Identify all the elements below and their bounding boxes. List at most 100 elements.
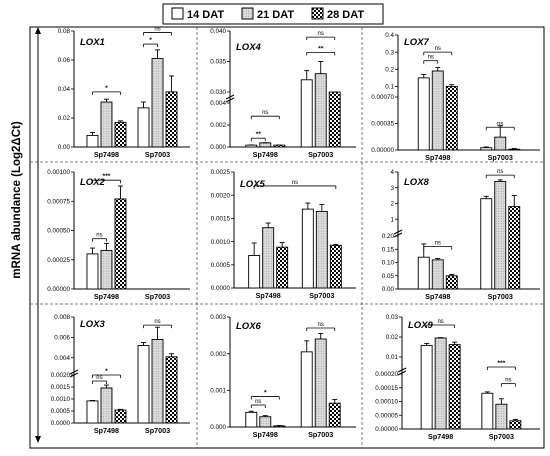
x-category-label: Sp7498 xyxy=(94,426,119,435)
y-tick-label: 0.0020 xyxy=(211,192,231,199)
y-tick-label: 0.004 xyxy=(54,355,70,362)
panel-lox5: 0.0000 0.0005 0.0010 0.0015 0.0020 0.0025 LOX5… xyxy=(211,169,356,300)
y-tick-label: 0.00075 xyxy=(47,198,70,205)
panel-lox8: 0.00 0.05 0.10 0.15 0.20 1 2 3 4 LOX8 Sp7498 Sp7003… xyxy=(382,169,540,301)
y-tick-label: 0.01 xyxy=(386,354,399,361)
significance-label: ns xyxy=(154,319,160,325)
y-tick-label: 0.0000 xyxy=(211,285,231,292)
bar-21-dat xyxy=(495,403,508,430)
y-tick-label: 0.0005 xyxy=(51,408,71,415)
panel-title: LOX8 xyxy=(404,177,430,188)
bar-28-dat xyxy=(508,206,521,290)
bar-21-dat xyxy=(431,259,444,290)
y-tick-label: 0.0015 xyxy=(51,384,71,391)
bar-28-dat xyxy=(448,344,461,430)
significance-label: ns xyxy=(96,375,102,381)
y-tick-label: 0.000 xyxy=(210,424,226,431)
x-category-label: Sp7498 xyxy=(94,150,119,159)
y-tick-label: 0.0010 xyxy=(211,239,231,246)
y-tick-label: 0.006 xyxy=(54,335,70,342)
y-tick-label: 0.00035 xyxy=(371,121,394,128)
bar-14-dat xyxy=(86,134,99,148)
y-tick-label: 0.00000 xyxy=(47,286,70,293)
significance-label: ns xyxy=(497,169,503,175)
significance-label: *** xyxy=(103,173,111,180)
bar-21-dat xyxy=(494,136,507,151)
bar-14-dat xyxy=(300,351,313,428)
significance-label: ns xyxy=(255,399,261,405)
bar-28-dat xyxy=(445,275,458,290)
bar-14-dat xyxy=(301,208,314,289)
x-category-label: Sp7003 xyxy=(145,150,170,159)
x-category-label: Sp7003 xyxy=(308,430,333,439)
axis-break xyxy=(225,94,235,100)
y-tick-label: 0.002 xyxy=(210,351,226,358)
bar-21-dat xyxy=(100,387,113,424)
bar-14-dat xyxy=(137,107,150,148)
y-tick-label: 0.20 xyxy=(382,233,395,240)
x-category-label: Sp7003 xyxy=(308,150,333,159)
x-category-label: Sp7498 xyxy=(425,292,450,301)
y-tick-label: 0.08 xyxy=(58,28,71,35)
y-tick-label: 0.0015 xyxy=(211,216,231,223)
significance-label: ns xyxy=(96,233,102,239)
x-category-label: Sp7498 xyxy=(256,291,281,300)
panel-title: LOX6 xyxy=(236,321,262,332)
y-tick-label: 0.02 xyxy=(386,334,399,341)
bar-21-dat xyxy=(151,338,164,424)
bar-21-dat xyxy=(151,58,164,148)
y-tick-label: 0.030 xyxy=(210,89,226,96)
y-tick-label: 0.00020 xyxy=(375,371,398,378)
y-tick-label: 3 xyxy=(390,185,394,192)
x-category-label: Sp7498 xyxy=(94,292,119,301)
y-tick-label: 1 xyxy=(390,216,394,223)
bar-14-dat xyxy=(481,392,494,430)
y-tick-label: 0.001 xyxy=(210,388,226,395)
bar-28-dat xyxy=(445,85,458,151)
y-tick-label: 0.004 xyxy=(210,100,226,107)
y-tick-label: 0.00010 xyxy=(375,399,398,406)
bar-21-dat xyxy=(259,416,272,428)
axis-break xyxy=(69,369,79,375)
y-tick-label: 0.00070 xyxy=(371,94,394,101)
bar-28-dat xyxy=(114,409,127,424)
bar-28-dat xyxy=(509,420,522,430)
bar-21-dat xyxy=(262,227,275,289)
significance-label: ns xyxy=(428,55,434,61)
significance-label: ns xyxy=(437,319,443,325)
legend-box xyxy=(162,3,384,25)
bar-21-dat xyxy=(100,249,113,290)
significance-label: ns xyxy=(497,121,503,127)
significance-label: ** xyxy=(256,131,262,138)
bar-28-dat xyxy=(165,91,178,148)
y-tick-label: 0.0010 xyxy=(51,396,71,403)
y-tick-label: 0.00050 xyxy=(47,228,70,235)
significance-label: * xyxy=(105,368,108,375)
bar-21-dat xyxy=(259,142,272,148)
x-category-label: Sp7498 xyxy=(253,430,278,439)
panel-lox2: 0.000000.000250.000500.000750.00100LOX2S… xyxy=(47,169,190,301)
panel-title: LOX9 xyxy=(408,320,434,331)
significance-label: ns xyxy=(318,31,324,37)
y-tick-label: 4 xyxy=(390,169,394,176)
bar-28-dat xyxy=(114,198,127,290)
panel-lox3: 0.0000 0.0005 0.0010 0.0015 0.0020 0.004 0.006… xyxy=(51,314,190,435)
y-tick-label: 2 xyxy=(390,201,394,208)
axis-break xyxy=(393,229,403,235)
y-tick-label: 0.008 xyxy=(54,314,70,321)
significance-label: ns xyxy=(154,26,160,32)
bar-21-dat xyxy=(314,73,327,148)
bar-14-dat xyxy=(86,400,99,424)
bar-21-dat xyxy=(434,337,447,430)
panel-lox4: 0.000 0.002 0.004 0.030 0.035 0.040 LOX4 Sp7498… xyxy=(210,28,356,159)
y-tick-label: 0.00005 xyxy=(375,412,398,419)
y-tick-label: 0.05 xyxy=(382,273,395,280)
x-category-label: Sp7498 xyxy=(253,150,278,159)
x-category-label: Sp7498 xyxy=(428,432,453,441)
axis-break xyxy=(225,97,235,103)
significance-label: ** xyxy=(318,45,324,52)
bar-21-dat xyxy=(314,338,327,428)
